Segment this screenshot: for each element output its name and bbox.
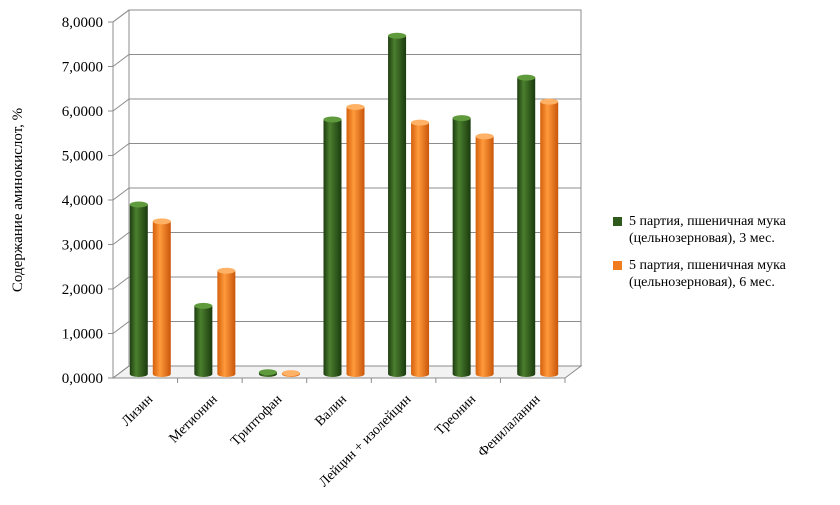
y-tick-label: 7,0000: [62, 60, 103, 76]
bar-series-2-6-body: [475, 136, 494, 377]
bar-series-2-7-top: [540, 98, 559, 105]
bar-series-2-2: [217, 267, 236, 377]
bar-series-2-3-top: [281, 370, 300, 377]
legend: 5 партия, пшеничная мука (цельнозерновая…: [613, 213, 838, 301]
bar-series-1-2-top: [194, 302, 213, 309]
legend-swatch-series-1: [613, 217, 622, 226]
bar-series-1-2-body: [194, 305, 213, 377]
bar-series-2-6: [475, 133, 494, 377]
bar-series-2-4-top: [346, 104, 365, 110]
legend-label-series-2: 5 партия, пшеничная мука (цельнозерновая…: [629, 258, 786, 290]
gridline: [112, 321, 581, 334]
bar-series-1-3-top: [258, 369, 277, 376]
bar-series-1-6-body: [452, 118, 471, 377]
bar-series-2-1-body: [152, 221, 171, 377]
bar-series-1-5-top: [388, 32, 407, 39]
bar-series-1-7-body: [517, 77, 536, 377]
gridline: [112, 365, 581, 379]
gridlines: [108, 9, 581, 379]
bar-series-2-7-body: [540, 101, 559, 377]
y-tick-label: 5,0000: [62, 149, 103, 165]
bar-series-1-3: [258, 369, 277, 377]
bar-series-1-2: [194, 302, 213, 377]
gridline: [112, 9, 581, 23]
bar-series-2-7: [540, 98, 559, 377]
bar-series-2-3: [281, 370, 300, 377]
bar-series-1-4-top: [323, 116, 342, 123]
x-tick-label: Лизин: [119, 392, 156, 429]
x-tick-label: Треонин: [433, 392, 480, 439]
x-tick-label: Валин: [313, 392, 351, 430]
bar-series-1-6: [452, 115, 471, 377]
x-tick-label: Метионин: [167, 392, 221, 446]
bar-series-1-4-body: [323, 119, 342, 378]
bar-series-2-5: [411, 119, 430, 377]
x-tick-label: Фенилаланин: [475, 392, 543, 460]
bar-series-1-7: [517, 74, 536, 377]
bar-series-1-5: [388, 32, 407, 378]
bar-series-1-6-top: [452, 115, 471, 122]
bar-series-2-6-top: [475, 133, 494, 140]
y-tick-label: 2,0000: [62, 282, 103, 298]
y-tick-label: 0,0000: [62, 371, 103, 387]
y-axis-title: Содержание аминокислот, %: [10, 108, 26, 292]
bar-series-1-1-body: [129, 204, 148, 377]
bar-series-2-4-body: [346, 107, 365, 377]
bar-series-2-5-top: [411, 119, 430, 126]
legend-item-series-1: 5 партия, пшеничная мука (цельнозерновая…: [613, 213, 838, 247]
gridline: [112, 187, 581, 201]
bar-series-2-5-body: [411, 122, 430, 377]
y-tick-label: 6,0000: [62, 104, 103, 120]
legend-item-series-2: 5 партия, пшеничная мука (цельнозерновая…: [613, 257, 838, 291]
bar-series-1-1: [129, 201, 148, 377]
y-axis-ticks: 0,0000 1,0000 2,0000 3,0000 4,0000 5,0000 6,00…: [62, 15, 103, 387]
gridline: [112, 98, 581, 112]
legend-label-series-1: 5 партия, пшеничная мука (цельнозерновая…: [629, 214, 786, 246]
gridline: [112, 143, 581, 156]
y-tick-label: 8,0000: [62, 15, 103, 31]
bar-series-2-1: [152, 218, 171, 377]
bar-series-1-7-top: [517, 74, 536, 81]
gridline: [112, 232, 581, 245]
bars: [129, 32, 559, 378]
bar-series-2-2-top: [217, 267, 236, 274]
x-tick-label: Триптофан: [228, 392, 285, 449]
bar-series-1-1-top: [129, 201, 148, 208]
gridline: [112, 54, 581, 67]
legend-swatch-series-2: [613, 261, 622, 270]
bar-series-2-4: [346, 104, 365, 377]
bar-series-2-2-body: [217, 270, 236, 377]
y-tick-label: 3,0000: [62, 238, 103, 254]
bar-series-1-5-body: [388, 35, 407, 378]
bar-series-1-4: [323, 116, 342, 378]
y-tick-label: 1,0000: [62, 327, 103, 343]
y-tick-label: 4,0000: [62, 193, 103, 209]
gridline: [112, 276, 581, 290]
bar-series-2-1-top: [152, 218, 171, 225]
